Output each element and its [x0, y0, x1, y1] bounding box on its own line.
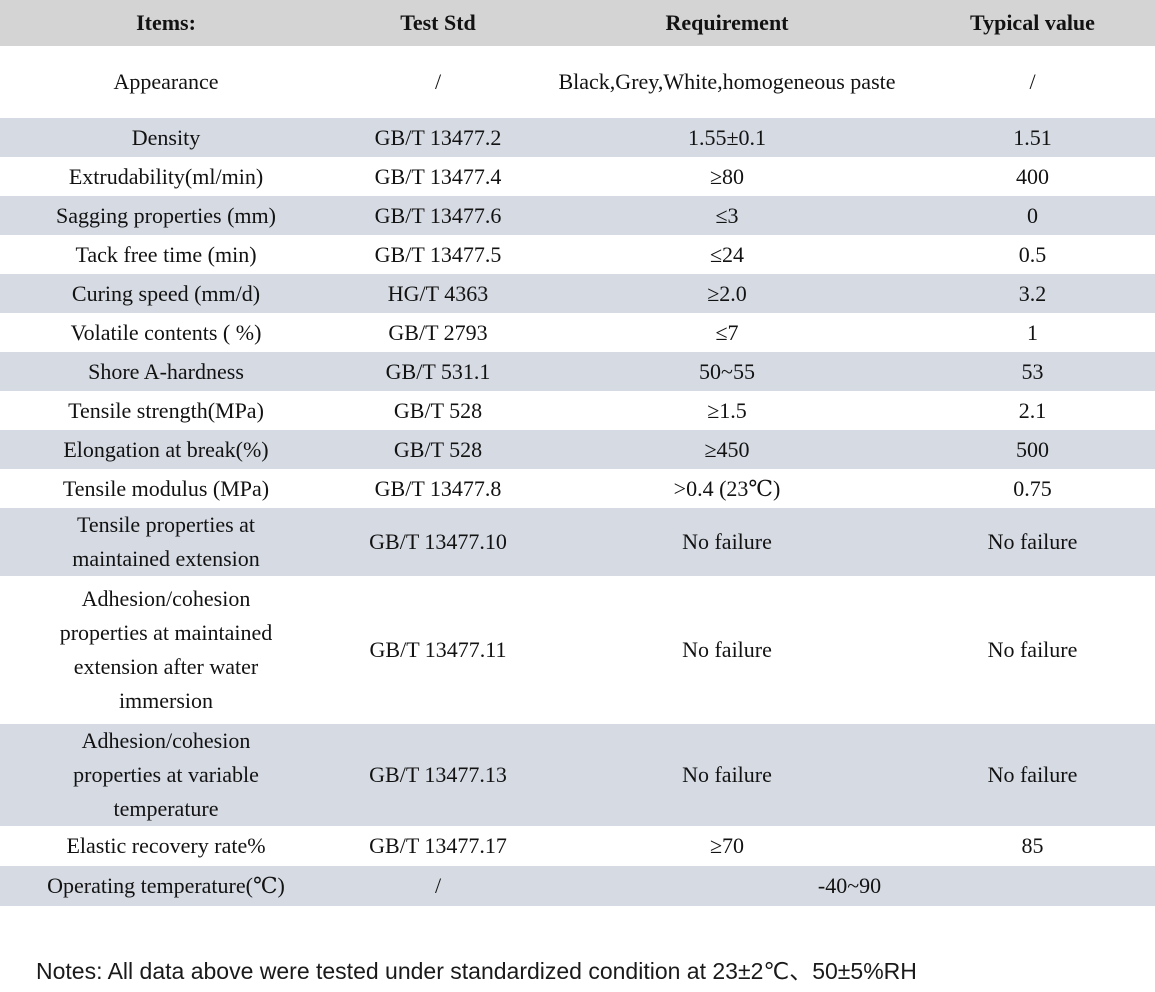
typical-value-cell: No failure	[987, 762, 1078, 787]
test-std-cell: GB/T 2793	[388, 319, 488, 345]
item-cell: Operating temperature(℃)	[47, 873, 285, 898]
item-cell: Curing speed (mm/d)	[71, 280, 261, 306]
table-row: Adhesion/cohesion properties at variable…	[0, 724, 1155, 826]
test-std-cell: GB/T 13477.13	[369, 762, 507, 787]
table-row: Sagging properties (mm) GB/T 13477.6 ≤3 …	[0, 196, 1155, 235]
typical-value-cell: 0	[1027, 202, 1038, 228]
table-row: Elongation at break(%) GB/T 528 ≥450 500	[0, 430, 1155, 469]
col-header-items: Items:	[0, 0, 332, 46]
item-cell: Extrudability(ml/min)	[68, 163, 264, 189]
test-std-cell: GB/T 13477.11	[369, 637, 507, 662]
table-row: Operating temperature(℃) / -40~90	[0, 866, 1155, 906]
table-row: Adhesion/cohesion properties at maintain…	[0, 576, 1155, 724]
item-cell: Volatile contents ( %)	[70, 319, 262, 345]
item-cell: Tensile properties at maintained extensi…	[72, 512, 260, 571]
item-cell: Elastic recovery rate%	[66, 833, 266, 858]
typical-value-cell: 400	[1016, 163, 1049, 189]
table-row: Tensile strength(MPa) GB/T 528 ≥1.5 2.1	[0, 391, 1155, 430]
requirement-cell: Black,Grey,White,homogeneous paste	[558, 69, 896, 94]
test-std-cell: GB/T 13477.17	[369, 833, 507, 858]
requirement-cell: >0.4 (23℃)	[673, 475, 781, 501]
item-cell: Tensile modulus (MPa)	[62, 475, 270, 501]
test-std-cell: GB/T 531.1	[385, 358, 491, 384]
table-row: Volatile contents ( %) GB/T 2793 ≤7 1	[0, 313, 1155, 352]
test-std-cell: GB/T 13477.6	[374, 202, 502, 228]
table-row: Tensile modulus (MPa) GB/T 13477.8 >0.4 …	[0, 469, 1155, 508]
col-header-typical-value: Typical value	[910, 0, 1155, 46]
requirement-cell: ≤24	[709, 241, 745, 267]
typical-value-cell: /	[1029, 69, 1036, 94]
table-row: Extrudability(ml/min) GB/T 13477.4 ≥80 4…	[0, 157, 1155, 196]
item-cell: Appearance	[113, 69, 219, 94]
typical-value-cell: 85	[1021, 833, 1044, 858]
notes-text: Notes: All data above were tested under …	[36, 958, 917, 984]
requirement-cell: 1.55±0.1	[687, 124, 767, 150]
typical-value-cell: 53	[1021, 358, 1044, 384]
table-row: Elastic recovery rate% GB/T 13477.17 ≥70…	[0, 826, 1155, 866]
col-header-requirement: Requirement	[544, 0, 910, 46]
table-row: Tensile properties at maintained extensi…	[0, 508, 1155, 576]
table-row: Appearance / Black,Grey,White,homogeneou…	[0, 46, 1155, 118]
requirement-cell: ≥2.0	[707, 280, 747, 306]
requirement-cell: No failure	[682, 637, 772, 662]
typical-value-cell: 2.1	[1018, 397, 1047, 423]
typical-value-cell: 500	[1016, 436, 1049, 462]
item-cell: Sagging properties (mm)	[56, 202, 276, 228]
typical-value-cell: 3.2	[1018, 280, 1047, 306]
typical-value-cell: No failure	[987, 529, 1078, 554]
requirement-cell: ≥450	[704, 436, 750, 462]
typical-value-cell: 1.51	[1013, 124, 1052, 150]
item-cell: Adhesion/cohesion properties at variable…	[73, 728, 259, 821]
requirement-cell: No failure	[682, 762, 772, 787]
typical-value-cell: 0.5	[1018, 241, 1047, 267]
requirement-cell: ≥80	[709, 163, 745, 189]
col-header-test-std: Test Std	[332, 0, 544, 46]
requirement-cell: ≤7	[715, 319, 739, 345]
requirement-cell: 50~55	[699, 358, 755, 384]
item-cell: Tensile strength(MPa)	[68, 397, 264, 423]
test-std-cell: GB/T 13477.10	[369, 529, 507, 554]
table-row: Density GB/T 13477.2 1.55±0.1 1.51	[0, 118, 1155, 157]
test-std-cell: GB/T 13477.5	[374, 241, 502, 267]
test-std-cell: /	[434, 873, 442, 898]
item-cell: Adhesion/cohesion properties at maintain…	[59, 586, 273, 713]
requirement-cell: ≥70	[709, 833, 745, 858]
test-std-cell: GB/T 13477.4	[374, 163, 502, 189]
item-cell: Tack free time (min)	[75, 241, 257, 267]
table-row: Tack free time (min) GB/T 13477.5 ≤24 0.…	[0, 235, 1155, 274]
header-row: Items: Test Std Requirement Typical valu…	[0, 0, 1155, 46]
requirement-cell: ≤3	[715, 202, 739, 228]
requirement-cell: No failure	[682, 529, 772, 554]
test-std-cell: HG/T 4363	[387, 280, 489, 306]
item-cell: Shore A-hardness	[88, 358, 244, 384]
item-cell: Density	[131, 124, 201, 150]
typical-value-cell: 0.75	[1013, 475, 1052, 501]
requirement-cell: ≥1.5	[707, 397, 747, 423]
requirement-cell-merged: -40~90	[817, 873, 882, 898]
spec-table: Items: Test Std Requirement Typical valu…	[0, 0, 1155, 906]
test-std-cell: /	[434, 69, 442, 94]
table-row: Shore A-hardness GB/T 531.1 50~55 53	[0, 352, 1155, 391]
test-std-cell: GB/T 13477.2	[374, 124, 502, 150]
test-std-cell: GB/T 13477.8	[374, 475, 502, 501]
item-cell: Elongation at break(%)	[63, 436, 269, 462]
typical-value-cell: 1	[1027, 319, 1038, 345]
table-row: Curing speed (mm/d) HG/T 4363 ≥2.0 3.2	[0, 274, 1155, 313]
test-std-cell: GB/T 528	[393, 436, 483, 462]
typical-value-cell: No failure	[987, 637, 1078, 662]
test-std-cell: GB/T 528	[393, 397, 483, 423]
